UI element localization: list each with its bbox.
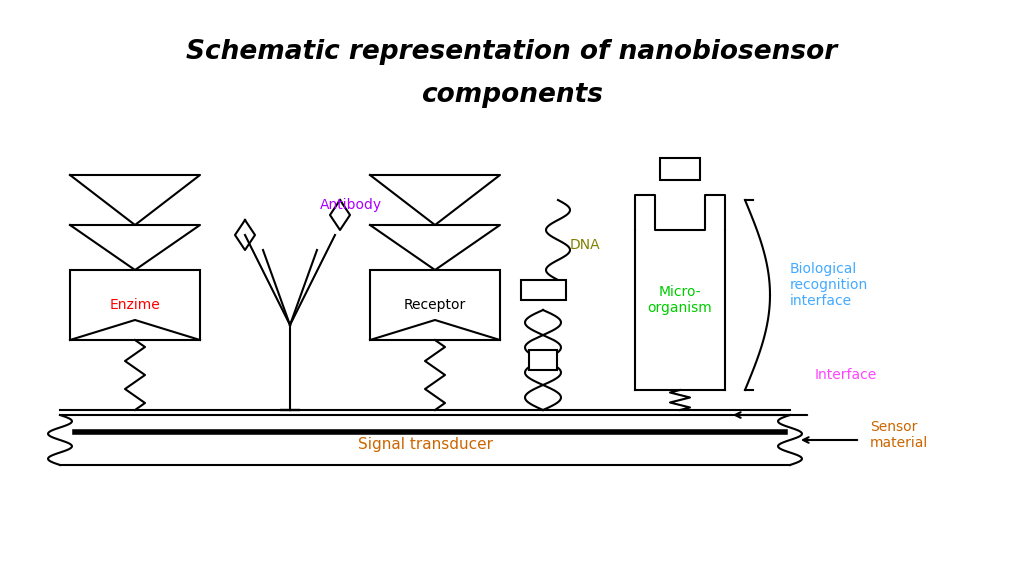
- Text: Sensor
material: Sensor material: [870, 420, 928, 450]
- Text: Enzime: Enzime: [110, 298, 161, 312]
- Text: Biological
recognition
interface: Biological recognition interface: [790, 262, 868, 308]
- Bar: [660, 158, 700, 180]
- Text: DNA: DNA: [570, 238, 601, 252]
- Text: Receptor: Receptor: [403, 298, 466, 312]
- Bar: [370, 270, 500, 340]
- Text: Signal transducer: Signal transducer: [357, 438, 493, 453]
- Text: components: components: [421, 82, 603, 108]
- Text: Micro-
organism: Micro- organism: [647, 285, 713, 315]
- Text: Schematic representation of nanobiosensor: Schematic representation of nanobiosenso…: [186, 39, 838, 65]
- Text: Interface: Interface: [815, 368, 878, 382]
- Text: Antibody: Antibody: [319, 198, 382, 212]
- Bar: [70, 270, 200, 340]
- Bar: [529, 350, 557, 370]
- Bar: [520, 280, 565, 300]
